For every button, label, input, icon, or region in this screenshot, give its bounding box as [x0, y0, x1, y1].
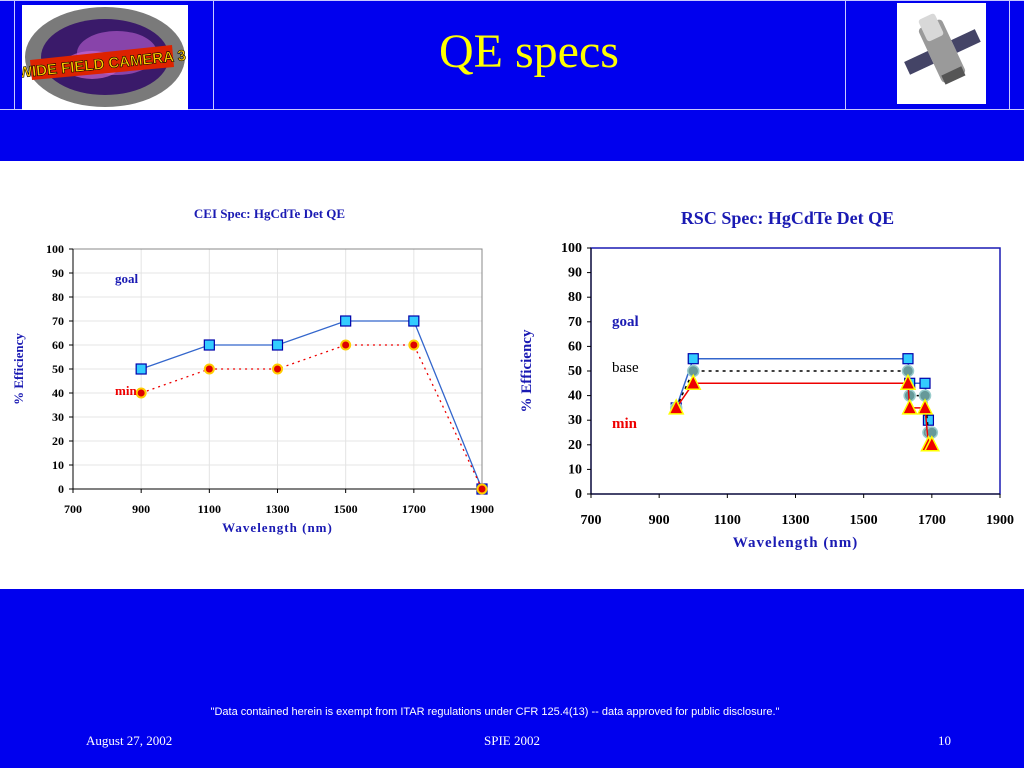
data-point-goal — [340, 315, 352, 327]
x-tick-label: 700 — [64, 502, 82, 516]
y-tick-label: 20 — [52, 434, 64, 448]
y-tick-label: 40 — [52, 386, 64, 400]
wfc3-logo: WIDE FIELD CAMERA 3 — [17, 5, 188, 110]
x-tick-label: 700 — [581, 513, 602, 528]
x-tick-label: 1100 — [198, 502, 221, 516]
y-tick-label: 70 — [52, 314, 64, 328]
x-tick-label: 1500 — [334, 502, 358, 516]
data-point-min — [667, 398, 685, 415]
header-top-rule — [0, 0, 1024, 1]
y-axis-label: % Efficiency — [11, 333, 26, 405]
x-tick-label: 1900 — [986, 513, 1014, 528]
y-tick-label: 70 — [568, 315, 582, 330]
series-label-min: min — [115, 383, 137, 398]
x-tick-label: 1300 — [782, 513, 810, 528]
itar-note: "Data contained herein is exempt from IT… — [210, 706, 780, 718]
series-label-goal: goal — [612, 314, 639, 330]
data-point-goal — [271, 339, 284, 351]
y-tick-label: 100 — [46, 242, 64, 256]
x-tick-label: 1500 — [850, 513, 878, 528]
chart-area: CEI Spec: HgCdTe Det QE 0 10 20 30 40 50 60 70 80… — [0, 161, 1024, 589]
data-point-min — [203, 363, 215, 375]
y-tick-label: 60 — [52, 338, 64, 352]
data-point-min — [923, 435, 941, 452]
x-tick-label: 1300 — [266, 502, 290, 516]
chart-title: RSC Spec: HgCdTe Det QE — [681, 208, 894, 228]
series-line-goal — [140, 320, 483, 490]
y-tick-label: 50 — [52, 362, 64, 376]
series-line-min — [140, 344, 483, 490]
y-tick-label: 0 — [575, 487, 582, 502]
x-tick-label: 1700 — [918, 513, 946, 528]
data-point-goal — [922, 414, 935, 426]
y-tick-label: 60 — [568, 339, 582, 354]
data-point-min — [340, 339, 352, 351]
footer-date: August 27, 2002 — [86, 733, 173, 748]
data-point-goal — [902, 353, 914, 365]
slide-title: QE specs — [439, 25, 619, 78]
data-point-min — [685, 373, 702, 391]
data-point-min — [408, 339, 420, 351]
x-tick-label: 1900 — [470, 502, 494, 516]
series-line-min — [675, 382, 932, 446]
series-label-min: min — [612, 416, 638, 432]
y-tick-label: 90 — [568, 266, 582, 281]
data-point-min — [272, 363, 283, 375]
footer-conference: SPIE 2002 — [484, 733, 540, 748]
x-tick-label: 900 — [649, 513, 670, 528]
data-point-min — [899, 373, 917, 391]
y-tick-label: 100 — [561, 241, 582, 256]
header-divider — [213, 0, 214, 110]
data-point-min — [916, 398, 934, 415]
data-point-min — [476, 483, 488, 495]
x-axis-label: Wavelength (nm) — [733, 535, 858, 551]
y-tick-label: 40 — [568, 389, 582, 404]
charts-canvas: CEI Spec: HgCdTe Det QE 0 10 20 30 40 50 60 70 80… — [11, 206, 1014, 551]
page-number: 10 — [938, 733, 951, 748]
series-label-base: base — [612, 360, 639, 376]
x-tick-label: 1700 — [402, 502, 426, 516]
header-divider — [1009, 0, 1010, 110]
series-label-goal: goal — [115, 271, 139, 286]
y-tick-label: 30 — [52, 410, 64, 424]
data-point-goal — [687, 353, 699, 365]
header-bottom-rule — [0, 109, 1024, 110]
slide-header: WIDE FIELD CAMERA 3 QE specs — [0, 0, 1024, 160]
y-tick-label: 90 — [52, 266, 64, 280]
y-tick-label: 80 — [568, 290, 582, 305]
telescope-image — [897, 3, 986, 104]
y-tick-label: 50 — [568, 364, 582, 379]
y-tick-label: 10 — [52, 458, 64, 472]
data-point-goal — [408, 315, 420, 327]
y-tick-label: 30 — [568, 413, 582, 428]
series-line-goal — [675, 357, 930, 421]
y-tick-label: 10 — [568, 462, 582, 477]
data-point-goal — [919, 377, 931, 389]
series-line-base — [675, 370, 932, 434]
header-divider — [14, 0, 15, 110]
header-divider — [845, 0, 846, 110]
x-axis-label: Wavelength (nm) — [222, 520, 333, 535]
chart-title: CEI Spec: HgCdTe Det QE — [194, 206, 345, 221]
y-tick-label: 80 — [52, 290, 64, 304]
y-axis-label: % Efficiency — [519, 329, 535, 412]
data-point-min — [901, 398, 918, 415]
data-point-goal — [135, 363, 147, 375]
y-tick-label: 0 — [58, 482, 64, 496]
x-tick-label: 1100 — [714, 513, 741, 528]
data-point-goal — [203, 339, 215, 351]
x-tick-label: 900 — [132, 502, 150, 516]
data-point-min — [135, 387, 147, 399]
y-tick-label: 20 — [568, 438, 582, 453]
